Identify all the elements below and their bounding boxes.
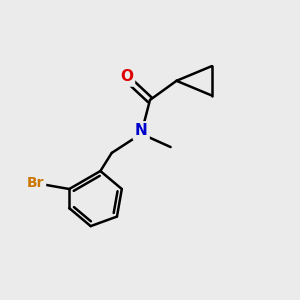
Text: N: N: [135, 123, 148, 138]
Text: Br: Br: [27, 176, 44, 190]
Text: O: O: [120, 70, 133, 85]
